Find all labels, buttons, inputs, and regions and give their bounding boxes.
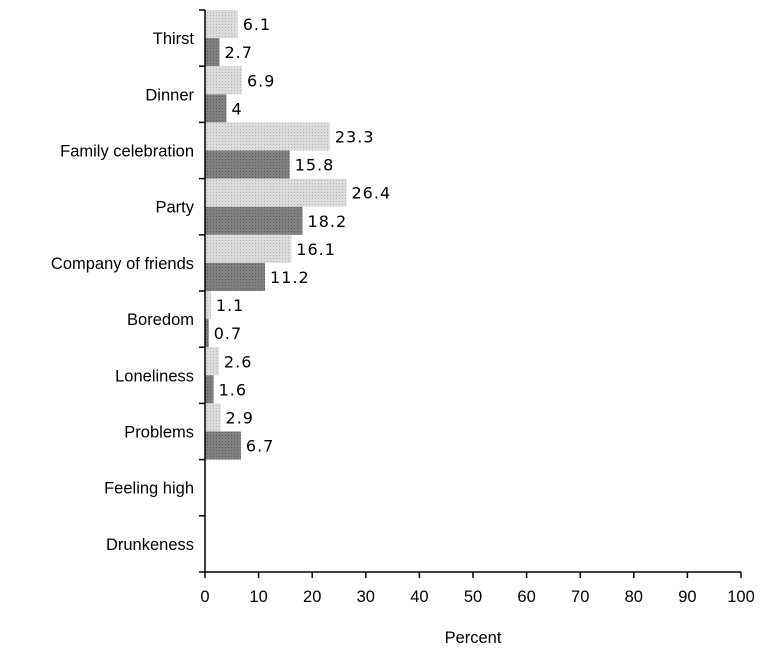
category-label: Family celebration [60, 143, 194, 161]
data-label: 23.3 [335, 127, 375, 146]
x-tick-label: 50 [464, 588, 482, 606]
x-tick-label: 60 [517, 588, 535, 606]
data-label: 16.1 [296, 240, 336, 259]
x-tick-label: 100 [727, 588, 755, 606]
category-label: Boredom [127, 311, 194, 329]
data-label: 18.2 [308, 212, 348, 231]
x-tick-label: 10 [249, 588, 267, 606]
data-label: 26.4 [352, 184, 392, 203]
bar-series-1 [205, 179, 347, 207]
axes-layer [199, 10, 741, 578]
bar-series-2 [205, 38, 219, 66]
data-label: 11.2 [270, 268, 310, 287]
bar-series-1 [205, 291, 211, 319]
bar-series-2 [205, 263, 265, 291]
data-label: 15.8 [295, 156, 335, 175]
category-label: Drunkeness [106, 536, 194, 554]
bar-series-2 [205, 432, 241, 460]
x-tick-label: 90 [678, 588, 696, 606]
bar-series-1 [205, 403, 221, 431]
x-tick-label: 70 [571, 588, 589, 606]
data-label: 2.7 [224, 43, 252, 62]
bar-series-1 [205, 10, 238, 38]
data-label: 6.1 [243, 15, 271, 34]
x-tick-label: 80 [625, 588, 643, 606]
x-tick-label: 30 [357, 588, 375, 606]
bar-series-2 [205, 94, 226, 122]
category-label: Company of friends [51, 255, 194, 273]
data-label: 6.7 [246, 437, 274, 456]
data-label: 1.6 [219, 380, 247, 399]
x-tick-label: 20 [303, 588, 321, 606]
data-label: 4 [231, 99, 242, 118]
bar-series-1 [205, 347, 219, 375]
x-tick-label: 40 [410, 588, 428, 606]
bar-series-2 [205, 207, 303, 235]
bar-series-1 [205, 235, 291, 263]
category-label: Feeling high [104, 480, 194, 498]
labels-layer: Thirst 6.1 2.7 Dinner 6.9 4 Family celebration… [51, 15, 755, 606]
data-label: 1.1 [216, 296, 244, 315]
category-label: Thirst [153, 30, 195, 48]
category-label: Loneliness [115, 367, 194, 385]
bar-series-1 [205, 66, 242, 94]
x-tick-label: 0 [200, 588, 209, 606]
bar-series-2 [205, 151, 290, 179]
category-label: Party [155, 199, 194, 217]
category-label: Dinner [145, 86, 194, 104]
data-label: 2.9 [226, 408, 254, 427]
category-label: Problems [124, 424, 194, 442]
data-label: 2.6 [224, 352, 252, 371]
data-label: 6.9 [247, 71, 275, 90]
bar-series-1 [205, 122, 330, 150]
bar-series-2 [205, 375, 214, 403]
data-label: 0.7 [214, 324, 242, 343]
x-axis-title: Percent [445, 629, 502, 647]
